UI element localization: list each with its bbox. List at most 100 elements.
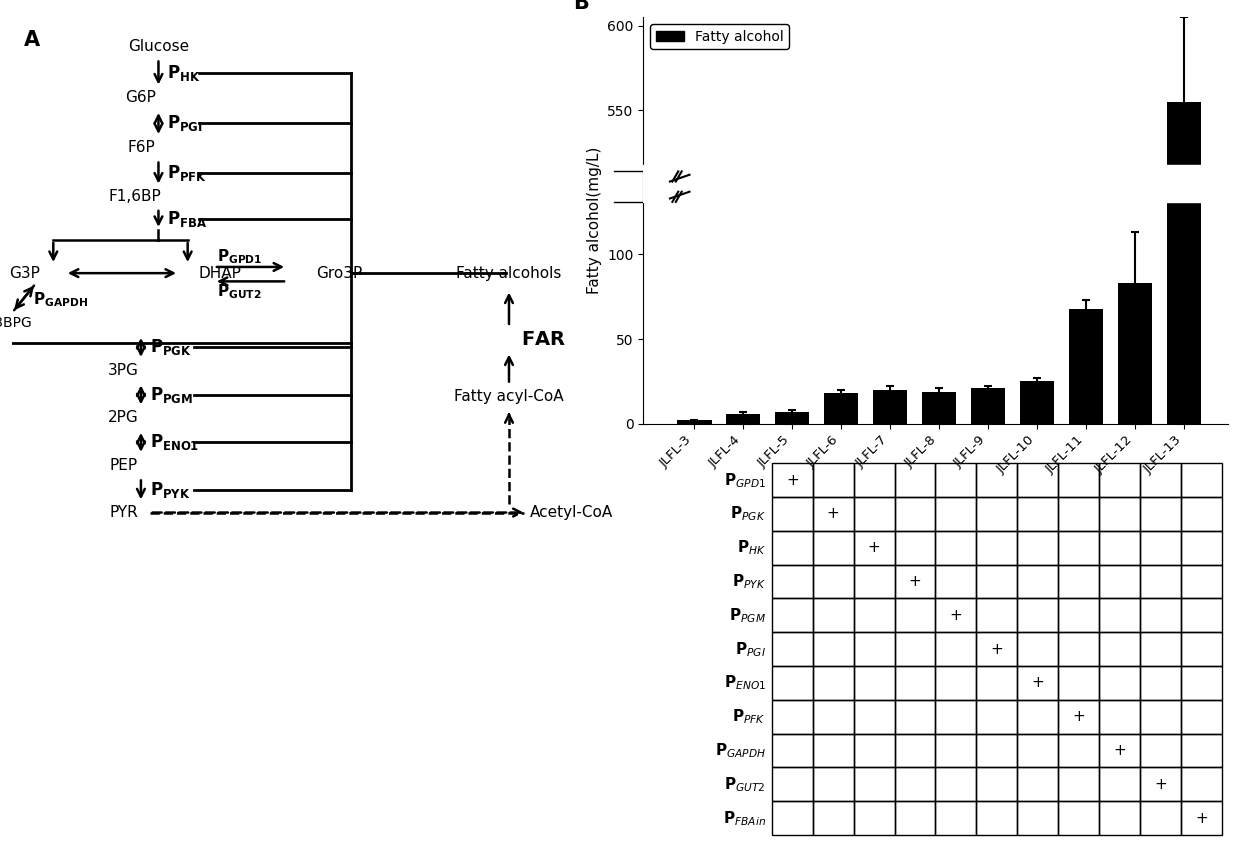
Bar	[976, 734, 1017, 767]
Bar	[1099, 767, 1140, 802]
Bar	[976, 666, 1017, 700]
Text: DHAP: DHAP	[198, 266, 242, 280]
Bar	[935, 464, 976, 497]
Text: +: +	[991, 642, 1003, 657]
Text: +: +	[1073, 710, 1085, 724]
Bar	[1058, 531, 1099, 565]
Bar	[825, 393, 858, 424]
Bar	[976, 632, 1017, 666]
Bar	[935, 599, 976, 632]
Bar	[853, 802, 894, 835]
Text: $\mathbf{P}_{GUT2}$: $\mathbf{P}_{GUT2}$	[724, 775, 766, 794]
Bar	[894, 464, 935, 497]
Bar	[775, 412, 810, 424]
Bar	[894, 734, 935, 767]
Bar	[853, 565, 894, 599]
Bar	[976, 565, 1017, 599]
Text: $\mathbf{P}_{\mathbf{GAPDH}}$: $\mathbf{P}_{\mathbf{GAPDH}}$	[32, 291, 88, 310]
Text: +: +	[909, 574, 921, 589]
Bar	[1017, 767, 1058, 802]
Bar	[894, 632, 935, 666]
Bar	[894, 700, 935, 734]
Bar	[1180, 632, 1221, 666]
Bar	[1140, 767, 1180, 802]
Bar	[853, 531, 894, 565]
Bar	[1180, 565, 1221, 599]
Bar	[1099, 734, 1140, 767]
Text: F6P: F6P	[126, 139, 155, 155]
Bar	[1180, 464, 1221, 497]
Bar	[812, 666, 853, 700]
Bar	[853, 700, 894, 734]
Bar	[1180, 599, 1221, 632]
Bar	[894, 599, 935, 632]
Bar	[1058, 802, 1099, 835]
Text: Acetyl-CoA: Acetyl-CoA	[529, 505, 613, 520]
Bar	[1069, 309, 1104, 424]
Text: $\mathbf{P}_{\mathbf{HK}}$: $\mathbf{P}_{\mathbf{HK}}$	[167, 63, 201, 83]
Bar	[771, 565, 812, 599]
Bar	[1140, 531, 1180, 565]
Bar	[1180, 767, 1221, 802]
Bar	[771, 464, 812, 497]
Text: $\mathbf{P}_{ENO1}$: $\mathbf{P}_{ENO1}$	[724, 673, 766, 692]
Bar	[1058, 767, 1099, 802]
Bar	[1058, 666, 1099, 700]
Bar	[1180, 531, 1221, 565]
Y-axis label: Fatty alcohol(mg/L): Fatty alcohol(mg/L)	[587, 147, 601, 294]
Bar	[853, 632, 894, 666]
Text: $\mathbf{P}_{PYK}$: $\mathbf{P}_{PYK}$	[732, 572, 766, 591]
Bar	[771, 497, 812, 531]
Bar	[976, 767, 1017, 802]
Bar	[644, 164, 1228, 202]
Bar	[1058, 632, 1099, 666]
Bar	[771, 802, 812, 835]
Bar	[1017, 734, 1058, 767]
Bar	[771, 599, 812, 632]
Text: F1,6BP: F1,6BP	[109, 189, 161, 205]
Text: $\mathbf{P}_{\mathbf{PGK}}$: $\mathbf{P}_{\mathbf{PGK}}$	[150, 337, 191, 358]
Bar	[976, 700, 1017, 734]
Bar	[935, 497, 976, 531]
Bar	[812, 632, 853, 666]
Bar	[894, 531, 935, 565]
Bar	[894, 767, 935, 802]
Bar	[1017, 599, 1058, 632]
Bar	[1140, 464, 1180, 497]
Text: $\mathit{\mathbf{FAR}}$: $\mathit{\mathbf{FAR}}$	[521, 329, 565, 348]
Bar	[935, 802, 976, 835]
Bar	[1180, 802, 1221, 835]
Bar	[1017, 666, 1058, 700]
Bar	[1140, 734, 1180, 767]
Bar	[935, 531, 976, 565]
Text: Gro3P: Gro3P	[316, 266, 362, 280]
Text: +: +	[786, 473, 799, 488]
Text: +: +	[1032, 675, 1044, 691]
Text: $\mathbf{P}_{PGK}$: $\mathbf{P}_{PGK}$	[730, 505, 766, 524]
Bar	[1140, 700, 1180, 734]
Bar	[1167, 101, 1202, 424]
Text: $\mathbf{P}_{HK}$: $\mathbf{P}_{HK}$	[737, 538, 766, 557]
Bar	[935, 632, 976, 666]
Text: B: B	[573, 0, 589, 13]
Bar	[1099, 531, 1140, 565]
Bar	[1140, 599, 1180, 632]
Text: 2PG: 2PG	[108, 410, 139, 425]
Bar	[1017, 802, 1058, 835]
Bar	[935, 700, 976, 734]
Bar	[812, 497, 853, 531]
Bar	[771, 632, 812, 666]
Bar	[976, 464, 1017, 497]
Bar	[976, 802, 1017, 835]
Bar	[1017, 464, 1058, 497]
Bar	[771, 666, 812, 700]
Text: $\mathbf{P}_{FBAin}$: $\mathbf{P}_{FBAin}$	[723, 808, 766, 827]
Bar	[976, 497, 1017, 531]
Text: $\mathbf{P}_{\mathbf{GPD1}}$: $\mathbf{P}_{\mathbf{GPD1}}$	[217, 248, 263, 266]
Bar	[971, 388, 1006, 424]
Text: $\mathbf{P}_{\mathbf{FBA}}$: $\mathbf{P}_{\mathbf{FBA}}$	[167, 209, 207, 229]
Bar	[923, 391, 956, 424]
Bar	[1058, 700, 1099, 734]
Text: +: +	[1154, 777, 1167, 792]
Text: +: +	[868, 540, 880, 556]
